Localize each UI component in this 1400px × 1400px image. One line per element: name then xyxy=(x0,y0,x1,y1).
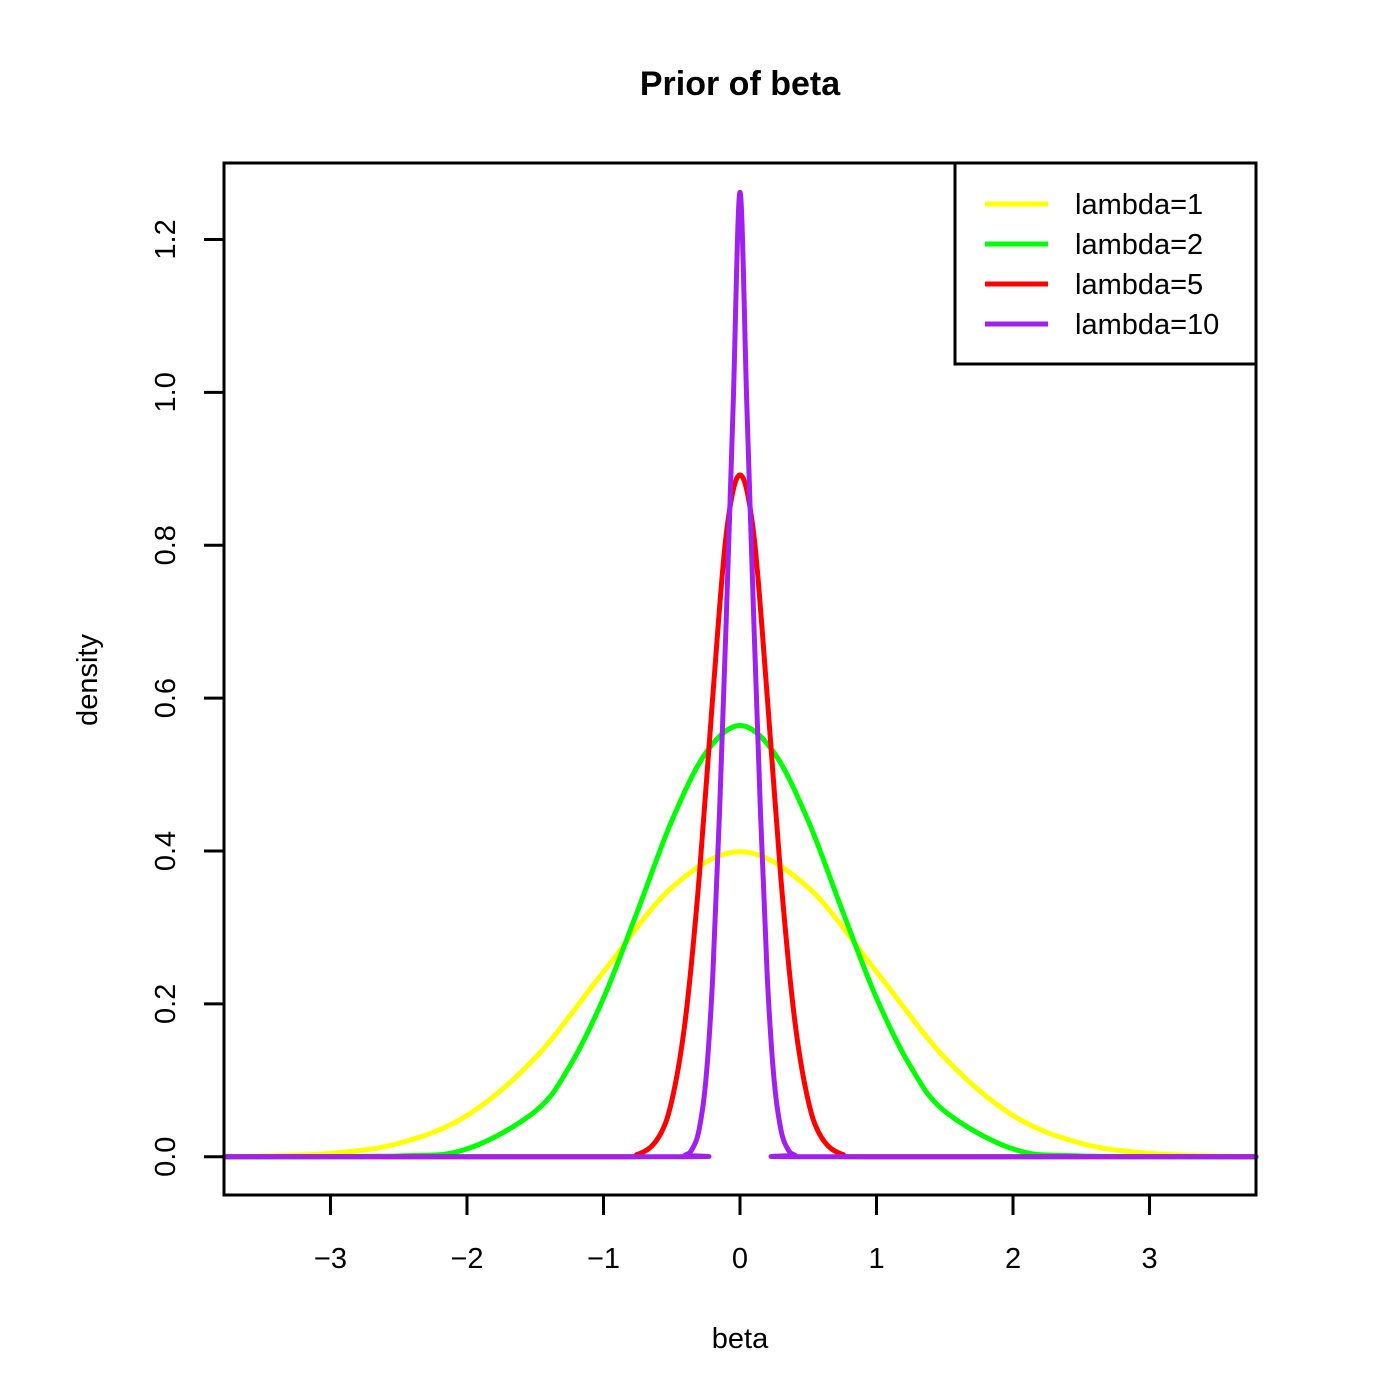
legend-box xyxy=(953,161,1258,366)
legend: lambda=1 lambda=2 lambda=5 lambda=10 xyxy=(953,161,1258,366)
legend-label: lambda=1 xyxy=(1075,189,1203,221)
legend-label: lambda=5 xyxy=(1075,269,1203,301)
x-tick-label: −2 xyxy=(450,1243,483,1275)
chart-title: Prior of beta xyxy=(640,65,841,103)
y-tick-label: 1.0 xyxy=(150,372,182,412)
y-tick-label: 0.0 xyxy=(150,1137,182,1177)
y-tick-label: 0.4 xyxy=(150,831,182,871)
series-line-1 xyxy=(221,849,1259,1160)
y-tick-label: 0.2 xyxy=(150,984,182,1024)
x-axis: −3 −2 −1 0 1 2 3 xyxy=(314,1195,1158,1275)
x-tick-label: 3 xyxy=(1141,1243,1157,1275)
series-line-2 xyxy=(221,722,1259,1160)
x-tick-label: −3 xyxy=(314,1243,347,1275)
y-tick-label: 0.6 xyxy=(150,678,182,718)
y-tick-label: 1.2 xyxy=(150,219,182,259)
y-axis: 0.0 0.2 0.4 0.6 0.8 1.0 1.2 xyxy=(150,219,224,1177)
legend-label: lambda=10 xyxy=(1075,309,1219,341)
y-tick-label: 0.8 xyxy=(150,525,182,565)
y-axis-label: density xyxy=(72,634,104,726)
x-tick-label: 0 xyxy=(732,1243,748,1275)
x-tick-label: 1 xyxy=(868,1243,884,1275)
x-tick-label: −1 xyxy=(587,1243,620,1275)
series-line-4 xyxy=(221,189,1259,1160)
x-axis-label: beta xyxy=(712,1323,769,1355)
legend-label: lambda=2 xyxy=(1075,229,1203,261)
x-tick-label: 2 xyxy=(1005,1243,1021,1275)
series-lines xyxy=(221,189,1259,1160)
series-line-3 xyxy=(221,472,1259,1160)
